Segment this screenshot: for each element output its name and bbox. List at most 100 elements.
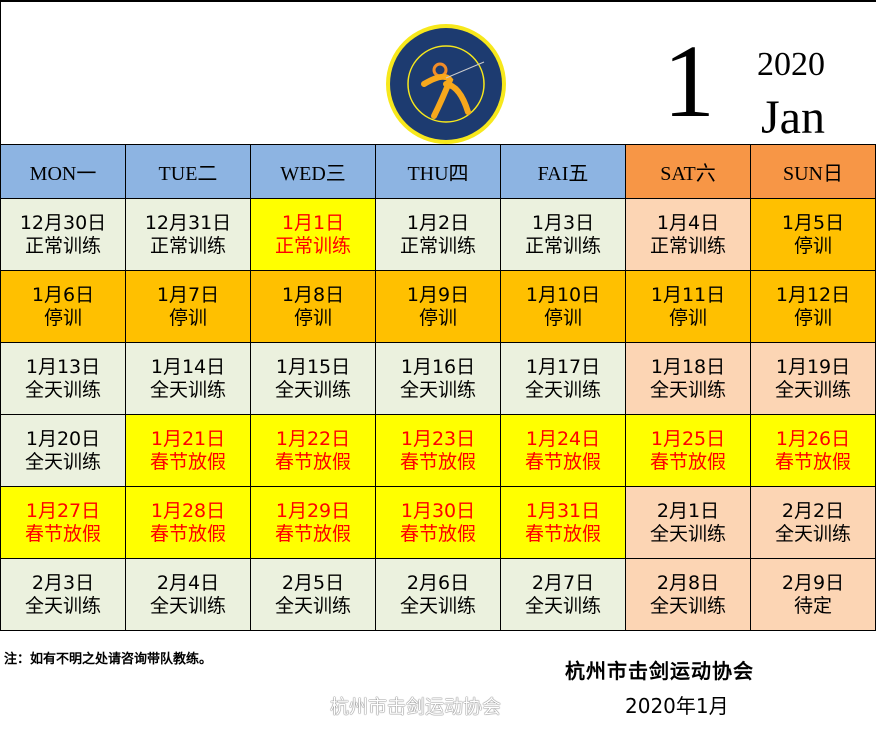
cell-date: 1月26日: [775, 427, 851, 450]
cell-date: 1月16日: [400, 355, 476, 378]
cell-date: 2月7日: [531, 571, 595, 594]
day-cell: 2月8日 全天训练: [625, 558, 751, 631]
cell-status: 停训: [168, 306, 207, 329]
day-cell: 2月5日 全天训练: [250, 558, 376, 631]
cell-date: 1月28日: [150, 499, 226, 522]
week-row: 2月3日 全天训练 2月4日 全天训练 2月5日 全天训练 2月6日 全天训练 2月7日 全天训练…: [0, 558, 876, 631]
cell-status: 全天训练: [274, 594, 351, 617]
organization-name: 杭州市击剑运动协会: [565, 659, 754, 683]
cell-status: 春节放假: [524, 522, 601, 545]
day-cell: 1月31日 春节放假: [500, 486, 626, 559]
cell-date: 1月12日: [775, 283, 851, 306]
cell-status: 全天训练: [524, 378, 601, 401]
cell-date: 1月19日: [775, 355, 851, 378]
cell-status: 全天训练: [149, 378, 226, 401]
cell-status: 停训: [543, 306, 582, 329]
cell-status: 全天训练: [24, 378, 101, 401]
cell-status: 春节放假: [274, 522, 351, 545]
cell-status: 停训: [793, 306, 832, 329]
day-cell: 1月30日 春节放假: [375, 486, 501, 559]
cell-date: 1月11日: [650, 283, 726, 306]
cell-status: 待定: [793, 594, 832, 617]
day-cell: 1月16日 全天训练: [375, 342, 501, 415]
cell-status: 春节放假: [149, 450, 226, 473]
day-cell: 1月18日 全天训练: [625, 342, 751, 415]
cell-status: 停训: [43, 306, 82, 329]
cell-status: 正常训练: [649, 234, 726, 257]
day-cell: 1月15日 全天训练: [250, 342, 376, 415]
day-cell: 1月12日 停训: [750, 270, 876, 343]
cell-status: 全天训练: [149, 594, 226, 617]
day-cell: 1月1日 正常训练: [250, 198, 376, 271]
day-cell: 1月17日 全天训练: [500, 342, 626, 415]
day-cell: 1月28日 春节放假: [125, 486, 251, 559]
association-logo: [386, 24, 506, 144]
day-cell: 2月3日 全天训练: [0, 558, 126, 631]
cell-date: 1月5日: [781, 211, 845, 234]
cell-date: 1月14日: [150, 355, 226, 378]
footnote: 注：如有不明之处请咨询带队教练。: [4, 652, 213, 667]
day-cell: 1月5日 停训: [750, 198, 876, 271]
cell-status: 正常训练: [149, 234, 226, 257]
cell-date: 1月13日: [25, 355, 101, 378]
cell-status: 全天训练: [399, 594, 476, 617]
cell-date: 1月1日: [281, 211, 345, 234]
day-cell: 1月29日 春节放假: [250, 486, 376, 559]
issue-date: 2020年1月: [625, 694, 729, 718]
cell-status: 停训: [293, 306, 332, 329]
day-cell: 2月1日 全天训练: [625, 486, 751, 559]
cell-date: 1月29日: [275, 499, 351, 522]
cell-status: 全天训练: [774, 378, 851, 401]
day-cell: 1月8日 停训: [250, 270, 376, 343]
cell-status: 正常训练: [524, 234, 601, 257]
week-row: 1月13日 全天训练 1月14日 全天训练 1月15日 全天训练 1月16日 全天训练 1月17…: [0, 342, 876, 415]
day-header: THU四: [375, 144, 501, 199]
day-header: SAT六: [625, 144, 751, 199]
cell-status: 正常训练: [274, 234, 351, 257]
cell-date: 2月8日: [656, 571, 720, 594]
cell-status: 全天训练: [274, 378, 351, 401]
watermark: 杭州市击剑运动协会: [330, 696, 502, 718]
calendar-body: 12月30日 正常训练 12月31日 正常训练 1月1日 正常训练 1月2日 正常训练 1月3日…: [0, 198, 876, 631]
cell-status: 春节放假: [649, 450, 726, 473]
cell-date: 2月3日: [31, 571, 95, 594]
day-cell: 1月11日 停训: [625, 270, 751, 343]
cell-date: 1月24日: [525, 427, 601, 450]
day-header: FAI五: [500, 144, 626, 199]
cell-date: 2月1日: [656, 499, 720, 522]
cell-date: 1月20日: [25, 427, 101, 450]
day-cell: 1月2日 正常训练: [375, 198, 501, 271]
day-cell: 1月3日 正常训练: [500, 198, 626, 271]
cell-date: 1月3日: [531, 211, 595, 234]
day-cell: 2月4日 全天训练: [125, 558, 251, 631]
cell-status: 春节放假: [274, 450, 351, 473]
cell-date: 12月30日: [19, 211, 107, 234]
cell-date: 1月7日: [156, 283, 220, 306]
day-header: MON一: [0, 144, 126, 199]
cell-date: 2月5日: [281, 571, 345, 594]
calendar-grid: MON一 TUE二 WED三 THU四 FAI五 SAT六 SUN日 12月30日 正常训练 1…: [0, 144, 876, 631]
cell-status: 全天训练: [649, 594, 726, 617]
day-cell: 1月20日 全天训练: [0, 414, 126, 487]
cell-date: 1月2日: [406, 211, 470, 234]
cell-status: 全天训练: [774, 522, 851, 545]
cell-date: 1月18日: [650, 355, 726, 378]
cell-date: 1月31日: [525, 499, 601, 522]
week-row: 1月20日 全天训练 1月21日 春节放假 1月22日 春节放假 1月23日 春节放假 1月24…: [0, 414, 876, 487]
cell-date: 12月31日: [144, 211, 232, 234]
cell-date: 2月4日: [156, 571, 220, 594]
day-cell: 1月14日 全天训练: [125, 342, 251, 415]
cell-date: 1月15日: [275, 355, 351, 378]
cell-status: 全天训练: [649, 378, 726, 401]
week-row: 1月27日 春节放假 1月28日 春节放假 1月29日 春节放假 1月30日 春节放假 1月31…: [0, 486, 876, 559]
day-header: SUN日: [750, 144, 876, 199]
cell-date: 1月27日: [25, 499, 101, 522]
month-name: Jan: [761, 91, 825, 144]
cell-status: 全天训练: [649, 522, 726, 545]
cell-status: 正常训练: [24, 234, 101, 257]
cell-status: 停训: [793, 234, 832, 257]
day-cell: 1月25日 春节放假: [625, 414, 751, 487]
cell-date: 2月9日: [781, 571, 845, 594]
day-cell: 2月7日 全天训练: [500, 558, 626, 631]
day-cell: 1月19日 全天训练: [750, 342, 876, 415]
